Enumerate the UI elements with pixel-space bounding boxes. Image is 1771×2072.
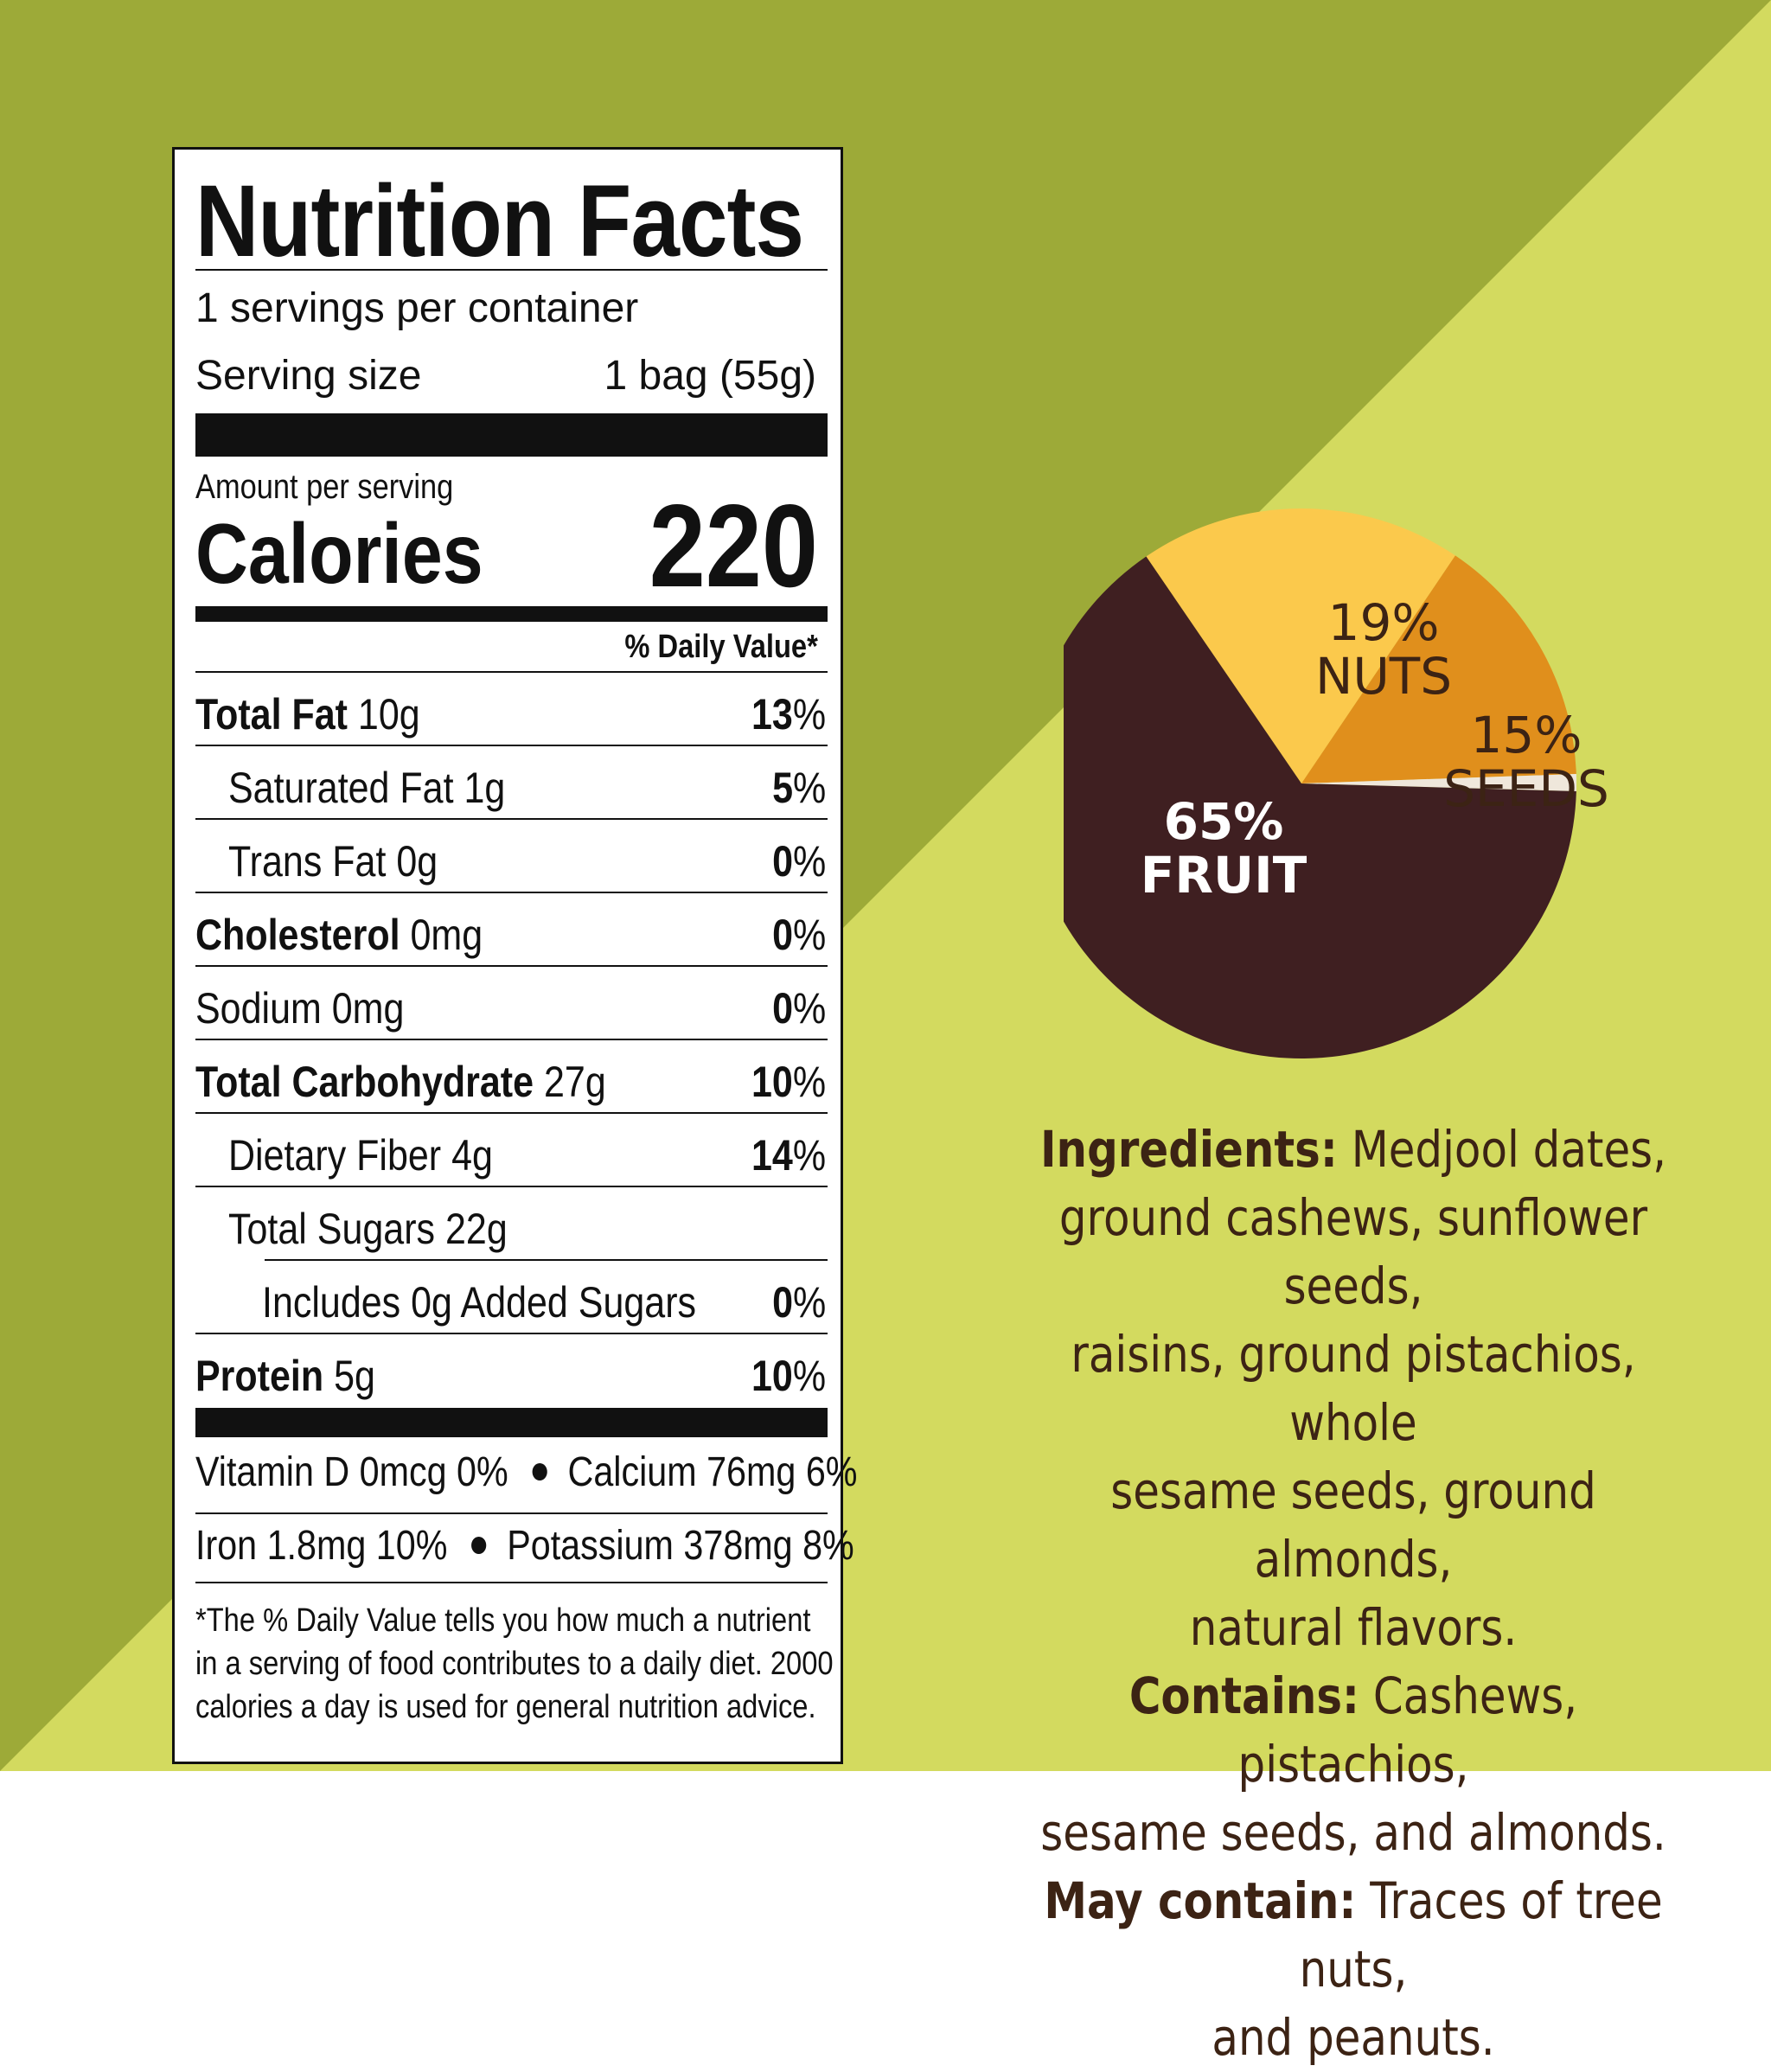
nutrient-label: Protein 5g: [195, 1352, 375, 1400]
ingredients-line: ground cashews, sunflower seeds,: [1058, 1188, 1648, 1315]
pie-label-nuts-percent: 19%: [1328, 593, 1440, 652]
nutrient-label: Includes 0g Added Sugars: [262, 1278, 697, 1327]
may-contain-label: May contain:: [1044, 1871, 1357, 1930]
ingredients-block: Ingredients: Medjool dates, ground cashe…: [1030, 1116, 1677, 2072]
ingredients-line: natural flavors.: [1189, 1598, 1518, 1657]
pie-label-seeds-percent: 15%: [1471, 706, 1582, 764]
footnote-line: calories a day is used for general nutri…: [195, 1689, 816, 1725]
divider: [195, 1582, 828, 1583]
vitamins-row-2: Iron 1.8mg 10% Potassium 378mg 8%: [195, 1523, 854, 1569]
serving-size-value: 1 bag (55g): [604, 353, 816, 399]
nutrient-label: Trans Fat 0g: [228, 837, 438, 886]
row-divider: [195, 1112, 828, 1114]
footnote-line: in a serving of food contributes to a da…: [195, 1646, 834, 1682]
pie-slice-nuts: [1146, 508, 1455, 783]
row-divider: [195, 965, 828, 967]
nutrient-daily-value: 10%: [751, 1352, 826, 1400]
composition-pie-chart: 65%FRUIT 19%NUTS 15%SEEDS: [1064, 508, 1609, 1058]
nutrient-daily-value: 0%: [771, 984, 826, 1033]
may-contain-line: and peanuts.: [1212, 2008, 1495, 2067]
pie-slice-seeds: [1301, 555, 1576, 783]
nutrient-daily-value: 10%: [751, 1058, 826, 1106]
calories-label: Calories: [195, 506, 483, 601]
nutrient-row-saturated-fat: Saturated Fat 1g 5%: [195, 747, 828, 820]
row-divider: [195, 818, 828, 820]
pie-label-fruit-percent: 65%: [1164, 792, 1284, 851]
amount-per-serving: Amount per serving: [195, 468, 454, 506]
nutrient-label: Saturated Fat 1g: [228, 764, 506, 812]
nutrient-daily-value: 13%: [751, 690, 826, 739]
pie-slice-other: [1301, 774, 1576, 792]
ingredients-line: sesame seeds, ground almonds,: [1110, 1461, 1596, 1589]
divider: [195, 671, 828, 673]
pie-label-fruit-name: FRUIT: [1141, 846, 1307, 905]
divider: [195, 1512, 828, 1514]
serving-size-label: Serving size: [195, 353, 422, 399]
row-divider: [195, 745, 828, 746]
nutrient-row-total-carbohydrate: Total Carbohydrate 27g 10%: [195, 1041, 828, 1114]
may-contain-line: May contain: Traces of tree nuts,: [1044, 1871, 1663, 1998]
footnote-line: *The % Daily Value tells you how much a …: [195, 1602, 811, 1639]
row-divider: [265, 1259, 828, 1261]
ingredients-line: raisins, ground pistachios, whole: [1071, 1325, 1636, 1452]
nutrient-row-total-fat: Total Fat 10g 13%: [195, 674, 828, 746]
nutrient-label: Cholesterol 0mg: [195, 911, 483, 959]
thick-divider: [195, 413, 828, 457]
contains-line: Contains: Cashews, pistachios,: [1128, 1666, 1578, 1794]
vitamins-row-1: Vitamin D 0mcg 0% Calcium 76mg 6%: [195, 1449, 858, 1495]
nutrition-facts-label: Nutrition Facts 1 servings per container…: [172, 147, 857, 1764]
nutrient-row-added-sugars: Includes 0g Added Sugars 0%: [195, 1262, 828, 1334]
footnote: *The % Daily Value tells you how much a …: [195, 1599, 835, 1729]
nutrient-daily-value: 14%: [751, 1131, 826, 1180]
nutrient-row-protein: Protein 5g 10%: [195, 1335, 828, 1408]
medium-divider: [195, 606, 828, 622]
contains-label: Contains:: [1128, 1666, 1359, 1725]
divider: [195, 269, 828, 271]
nutrient-daily-value: 0%: [771, 837, 826, 886]
nutrient-label: Total Carbohydrate 27g: [195, 1058, 606, 1106]
nutrient-daily-value: 5%: [771, 764, 826, 812]
pie-label-nuts-name: NUTS: [1315, 647, 1452, 706]
nutrient-row-trans-fat: Trans Fat 0g 0%: [195, 821, 828, 893]
bullet-icon: [532, 1463, 547, 1481]
calories-value: 220: [649, 480, 818, 611]
nutrient-label: Dietary Fiber 4g: [228, 1131, 493, 1180]
pie-label-seeds-name: SEEDS: [1443, 759, 1609, 818]
nutrient-daily-value: 0%: [771, 911, 826, 959]
row-divider: [195, 1039, 828, 1040]
row-divider: [195, 1333, 828, 1334]
bullet-icon: [470, 1537, 487, 1555]
pie-slice-fruit: [1064, 556, 1576, 1058]
contains-line: sesame seeds, and almonds.: [1040, 1803, 1666, 1862]
nutrition-facts-title: Nutrition Facts: [195, 164, 804, 278]
ingredients-label: Ingredients:: [1039, 1120, 1338, 1179]
row-divider: [195, 1186, 828, 1187]
nutrient-label: Sodium 0mg: [195, 984, 405, 1033]
nutrient-row-dietary-fiber: Dietary Fiber 4g 14%: [195, 1115, 828, 1187]
row-divider: [195, 892, 828, 893]
ingredients-line: Ingredients: Medjool dates,: [1039, 1120, 1667, 1179]
nutrient-daily-value: 0%: [771, 1278, 826, 1327]
thick-divider: [195, 1408, 828, 1437]
nutrient-label: Total Sugars 22g: [228, 1205, 508, 1253]
nutrient-label: Total Fat 10g: [195, 690, 420, 739]
nutrient-row-total-sugars: Total Sugars 22g: [195, 1188, 828, 1261]
nutrient-row-sodium: Sodium 0mg 0%: [195, 968, 828, 1040]
nutrient-row-cholesterol: Cholesterol 0mg 0%: [195, 894, 828, 967]
servings-per-container: 1 servings per container: [195, 285, 639, 331]
daily-value-header: % Daily Value*: [624, 629, 818, 665]
